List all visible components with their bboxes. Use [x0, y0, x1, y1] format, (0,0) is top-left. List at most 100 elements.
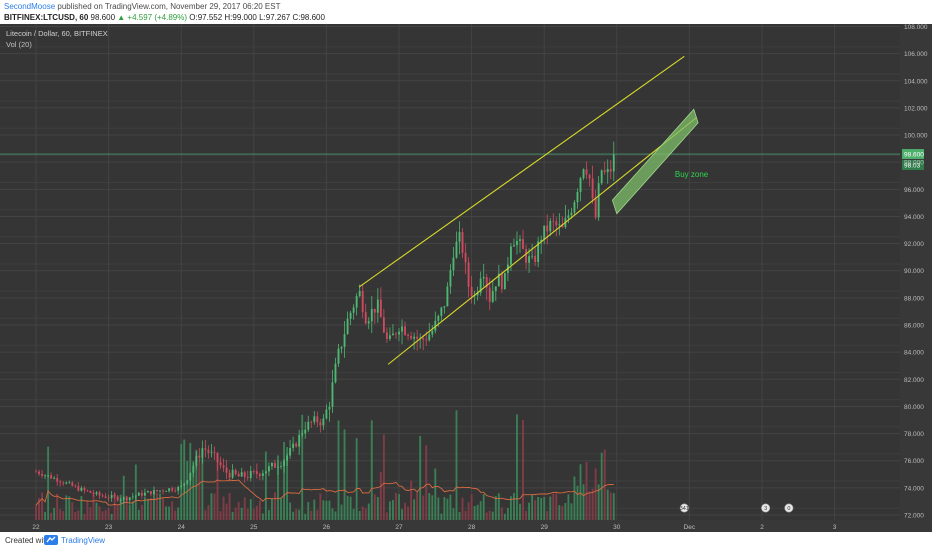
volume-bar: [364, 508, 367, 520]
candle-body: [516, 240, 518, 246]
volume-bar: [567, 494, 570, 520]
volume-bar: [516, 414, 518, 520]
volume-bar: [582, 484, 585, 520]
x-tick-label: 28: [468, 524, 476, 531]
volume-bar: [361, 506, 364, 520]
candle-body: [295, 443, 298, 447]
candle-body: [198, 455, 201, 458]
volume-bar: [588, 491, 591, 520]
candle-body: [364, 312, 367, 324]
volume-bar: [606, 489, 609, 520]
candle-body: [558, 224, 561, 226]
volume-bar: [89, 507, 92, 520]
volume-bar: [597, 484, 600, 520]
volume-bar: [295, 509, 298, 520]
volume-bar: [140, 504, 143, 520]
candle-body: [231, 469, 234, 478]
candle-body: [549, 220, 552, 232]
candle-body: [267, 466, 270, 472]
candle-body: [606, 169, 609, 173]
volume-bar: [609, 492, 612, 520]
volume-bar: [171, 501, 174, 520]
candle-body: [107, 497, 110, 499]
candle-body: [122, 497, 125, 500]
volume-bar: [231, 511, 234, 520]
volume-bar: [292, 511, 295, 520]
chart-canvas[interactable]: Buy zone 98.600 98.03 72.000 74.000 76.000 78…: [0, 19, 932, 532]
volume-bar: [310, 510, 313, 520]
volume-bar: [116, 505, 119, 520]
volume-bar: [201, 457, 204, 520]
tradingview-link[interactable]: TradingView: [61, 536, 106, 545]
volume-bar: [337, 420, 340, 520]
volume-bar: [298, 509, 301, 520]
candle-body: [183, 483, 186, 486]
candle-body: [379, 299, 382, 318]
volume-bar: [243, 497, 246, 520]
volume-bar: [92, 494, 95, 520]
x-tick-label: 25: [250, 524, 258, 531]
volume-bar: [213, 493, 216, 520]
volume-bar: [313, 499, 316, 520]
candle-body: [41, 473, 43, 476]
candle-body: [255, 471, 258, 474]
volume-bar: [382, 434, 385, 520]
candle-body: [600, 170, 603, 184]
candle-body: [358, 290, 361, 297]
x-tick-label: 26: [323, 524, 331, 531]
candle-body: [35, 471, 37, 473]
price-axis[interactable]: [900, 24, 932, 520]
candle-body: [346, 318, 349, 335]
candle-body: [476, 292, 479, 296]
volume-bar: [413, 499, 416, 520]
candle-body: [537, 241, 540, 263]
candle-body: [104, 496, 107, 498]
news-badge-icon: [761, 503, 771, 513]
candle-body: [497, 273, 500, 287]
candle-body: [50, 475, 53, 479]
chart-title: Litecoin / Dollar, 60, BITFINEX: [6, 29, 108, 38]
volume-bar: [537, 496, 540, 520]
volume-bar: [95, 502, 98, 520]
candle-body: [222, 465, 225, 468]
candle-body: [582, 169, 585, 179]
candle-body: [373, 308, 376, 313]
volume-bar: [558, 505, 561, 520]
price-chart[interactable]: Buy zone 98.600 98.03 72.000 74.000 76.000 78…: [0, 19, 932, 532]
candle-body: [65, 482, 68, 484]
candle-body: [201, 448, 204, 458]
volume-bar: [50, 512, 53, 520]
volume-bar: [346, 495, 349, 520]
y-tick-label: 98.000: [904, 160, 924, 167]
volume-bar: [128, 504, 131, 520]
candle-body: [385, 332, 388, 339]
volume-bar: [255, 505, 258, 520]
candle-body: [146, 491, 149, 493]
candle-body: [249, 470, 252, 478]
candle-body: [168, 488, 171, 492]
candle-body: [443, 306, 446, 308]
candle-body: [494, 286, 497, 291]
volume-bar: [482, 494, 485, 520]
candle-body: [594, 198, 597, 218]
volume-bar: [525, 510, 527, 520]
candle-body: [44, 475, 47, 477]
candle-body: [213, 451, 216, 453]
candle-body: [488, 287, 491, 302]
x-tick-label: 22: [32, 524, 40, 531]
volume-bar: [404, 502, 406, 520]
time-axis[interactable]: [0, 520, 932, 532]
volume-bar: [277, 455, 279, 520]
volume-bar: [59, 509, 62, 520]
candle-body: [355, 296, 358, 308]
volume-bar: [68, 496, 71, 520]
candle-body: [398, 331, 400, 335]
price-change: +4.597 (+4.89%): [127, 13, 188, 22]
author-link[interactable]: SecondMoose: [4, 2, 56, 11]
candle-body: [234, 469, 237, 474]
candle-body: [140, 492, 143, 496]
volume-bar: [80, 496, 83, 520]
volume-bar: [234, 507, 237, 520]
volume-bar: [340, 504, 343, 520]
x-tick-label: 29: [541, 524, 549, 531]
